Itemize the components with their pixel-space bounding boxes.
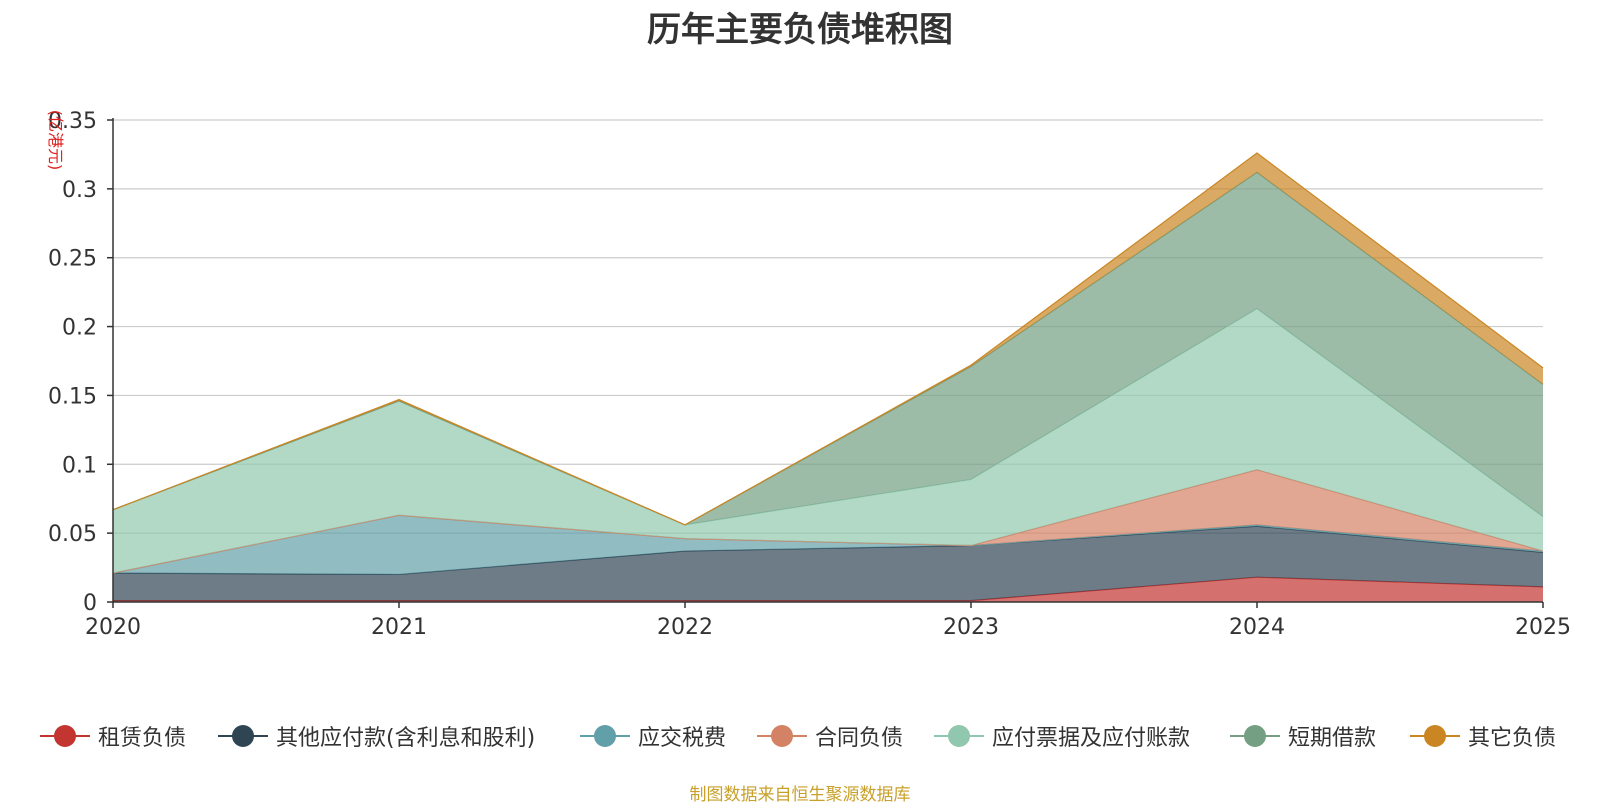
legend-marker-icon: [1230, 721, 1280, 751]
x-tick-label: 2025: [1515, 615, 1571, 640]
legend-label: 应交税费: [638, 726, 727, 751]
legend-item[interactable]: 其它负债: [1410, 718, 1556, 754]
area-其它负债: [113, 153, 1543, 525]
area-其他应付款(含利息和股利): [113, 526, 1543, 601]
x-tick-label: 2023: [943, 615, 999, 640]
legend-item[interactable]: 应付票据及应付账款: [934, 718, 1190, 754]
area-短期借款: [113, 172, 1543, 525]
y-tick-label: 0.05: [48, 522, 97, 547]
y-axis-unit-label: (亿港元): [46, 110, 65, 171]
legend-marker-icon: [934, 721, 984, 751]
legend-item[interactable]: 应交税费: [580, 718, 726, 754]
y-tick-label: 0.2: [62, 316, 97, 341]
legend-item[interactable]: 其他应付款(含利息和股利): [218, 718, 535, 754]
legend-item[interactable]: 合同负债: [757, 718, 903, 754]
y-tick-label: 0.15: [48, 384, 97, 409]
area-合同负债: [113, 469, 1543, 574]
y-tick-label: 0.35: [48, 109, 97, 134]
legend-marker-icon: [757, 721, 807, 751]
x-tick-label: 2021: [371, 615, 427, 640]
legend-label: 租赁负债: [98, 726, 187, 751]
chart-plot: 0 0.05 0.1 0.15 0.2 0.25 0.3 0.35 2020 2021 2022 20…: [46, 109, 1571, 640]
legend-item[interactable]: 租赁负债: [40, 718, 186, 754]
legend-label: 短期借款: [1288, 726, 1377, 751]
legend-item[interactable]: 短期借款: [1230, 718, 1376, 754]
chart-title: 历年主要负债堆积图: [647, 10, 953, 50]
x-tick-label: 2024: [1229, 615, 1285, 640]
y-tick-label: 0.3: [62, 178, 97, 203]
legend-marker-icon: [218, 721, 268, 751]
legend-label: 应付票据及应付账款: [992, 726, 1191, 751]
legend-label: 其他应付款(含利息和股利): [276, 726, 536, 751]
y-tick-label: 0: [83, 591, 97, 616]
legend-label: 其它负债: [1468, 726, 1557, 751]
legend-marker-icon: [580, 721, 630, 751]
legend-label: 合同负债: [815, 726, 904, 751]
legend-marker-icon: [1410, 721, 1460, 751]
x-tick-label: 2022: [657, 615, 713, 640]
legend: 租赁负债 其他应付款(含利息和股利) 应交税费 合同负债 应付票据及应付账款 短期借款 其它…: [0, 718, 1600, 754]
source-note: 制图数据来自恒生聚源数据库: [689, 785, 911, 805]
y-tick-label: 0.25: [48, 247, 97, 272]
legend-marker-icon: [40, 721, 90, 751]
x-tick-label: 2020: [85, 615, 141, 640]
line-其它负债: [112, 152, 1544, 526]
y-tick-label: 0.1: [62, 453, 97, 478]
axes: 0 0.05 0.1 0.15 0.2 0.25 0.3 0.35 2020 2021 2022 20…: [48, 109, 1571, 640]
area-series: [112, 152, 1544, 602]
area-应付票据及应付账款: [113, 308, 1543, 574]
